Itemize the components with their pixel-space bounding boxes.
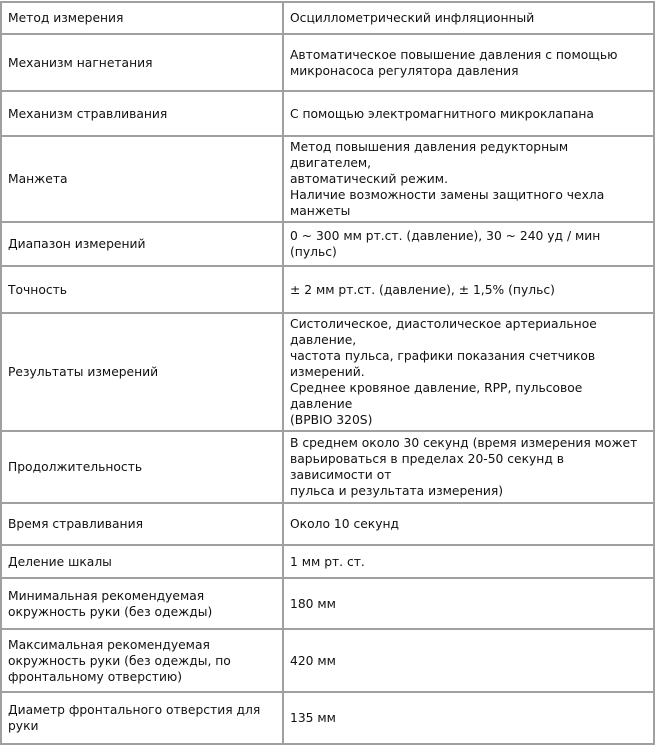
spec-value-line: варьироваться в пределах 20-50 секунд в …	[290, 452, 565, 482]
spec-value-line: (BPBIO 320S)	[290, 413, 373, 427]
spec-label: Механизм стравливания	[0, 90, 284, 137]
table-row: Минимальная рекомендуемая окружность рук…	[0, 577, 655, 630]
spec-value-line: Около 10 секунд	[290, 517, 400, 531]
spec-value-line: 0 ~ 300 мм рт.ст. (давление), 30 ~ 240 у…	[290, 229, 601, 259]
spec-label: Максимальная рекомендуемая окружность ру…	[0, 628, 284, 693]
spec-value-line: микронасоса регулятора давления	[290, 63, 519, 78]
table-row: Деление шкалы 1 мм рт. ст.	[0, 544, 655, 579]
spec-label: Механизм нагнетания	[0, 33, 284, 92]
spec-label: Точность	[0, 265, 284, 314]
spec-label: Результаты измерений	[0, 312, 284, 432]
spec-value: Около 10 секунд	[282, 502, 655, 546]
spec-value-line: Автоматическое повышение давления с помо…	[290, 47, 618, 62]
spec-label: Минимальная рекомендуемая окружность рук…	[0, 577, 284, 630]
table-row: Точность ± 2 мм рт.ст. (давление), ± 1,5%…	[0, 265, 655, 314]
spec-label: Метод измерения	[0, 1, 284, 35]
spec-value: 180 мм	[282, 577, 655, 630]
spec-value: Метод повышения давления редукторным дви…	[282, 135, 655, 223]
spec-label: Диаметр фронтального отверстия для руки	[0, 691, 284, 745]
spec-value-line: пульса и результата измерения)	[290, 484, 504, 498]
spec-value-line: частота пульса, графики показания счетчи…	[290, 349, 596, 379]
spec-value: Систолическое, диастолическое артериальн…	[282, 312, 655, 432]
spec-value-line: Осциллометрический инфляционный	[290, 11, 535, 25]
spec-label: Продолжительность	[0, 430, 284, 504]
table-row: Диаметр фронтального отверстия для руки 1…	[0, 691, 655, 745]
table-row: Механизм стравливания С помощью электрома…	[0, 90, 655, 137]
spec-value: 420 мм	[282, 628, 655, 693]
spec-value: 1 мм рт. ст.	[282, 544, 655, 579]
table-row: Метод измерения Осциллометрический инфляц…	[0, 1, 655, 35]
spec-value-line: В среднем около 30 секунд (время измерен…	[290, 436, 638, 450]
spec-value-line: Среднее кровяное давление, RPP, пульсово…	[290, 381, 583, 411]
spec-value-line: 135 мм	[290, 711, 336, 725]
table-row: Диапазон измерений 0 ~ 300 мм рт.ст. (дав…	[0, 221, 655, 267]
spec-value: Автоматическое повышение давления с помо…	[282, 33, 655, 92]
spec-value-line: 180 мм	[290, 596, 336, 611]
spec-value: ± 2 мм рт.ст. (давление), ± 1,5% (пульс)	[282, 265, 655, 314]
spec-label: Время стравливания	[0, 502, 284, 546]
table-row: Результаты измерений Систолическое, диаст…	[0, 312, 655, 432]
table-row: Механизм нагнетания Автоматическое повыше…	[0, 33, 655, 92]
spec-value-line: 1 мм рт. ст.	[290, 554, 365, 569]
spec-value: Осциллометрический инфляционный	[282, 1, 655, 35]
spec-value-line: Метод повышения давления редукторным дви…	[290, 140, 569, 170]
table-row: Манжета Метод повышения давления редуктор…	[0, 135, 655, 223]
spec-label: Диапазон измерений	[0, 221, 284, 267]
table-row: Время стравливания Около 10 секунд	[0, 502, 655, 546]
spec-value: В среднем около 30 секунд (время измерен…	[282, 430, 655, 504]
spec-label: Деление шкалы	[0, 544, 284, 579]
spec-value: 135 мм	[282, 691, 655, 745]
spec-value-line: Наличие возможности замены защитного чех…	[290, 188, 605, 218]
table-row: Максимальная рекомендуемая окружность ру…	[0, 628, 655, 693]
table-row: Продолжительность В среднем около 30 секу…	[0, 430, 655, 504]
spec-value-line: С помощью электромагнитного микроклапана	[290, 106, 594, 121]
spec-value-line: ± 2 мм рт.ст. (давление), ± 1,5% (пульс)	[290, 282, 555, 297]
spec-value-line: Систолическое, диастолическое артериальн…	[290, 317, 597, 347]
spec-value-line: 420 мм	[290, 653, 336, 668]
spec-value: 0 ~ 300 мм рт.ст. (давление), 30 ~ 240 у…	[282, 221, 655, 267]
spec-label: Манжета	[0, 135, 284, 223]
spec-value: С помощью электромагнитного микроклапана	[282, 90, 655, 137]
spec-value-line: автоматический режим.	[290, 172, 448, 186]
